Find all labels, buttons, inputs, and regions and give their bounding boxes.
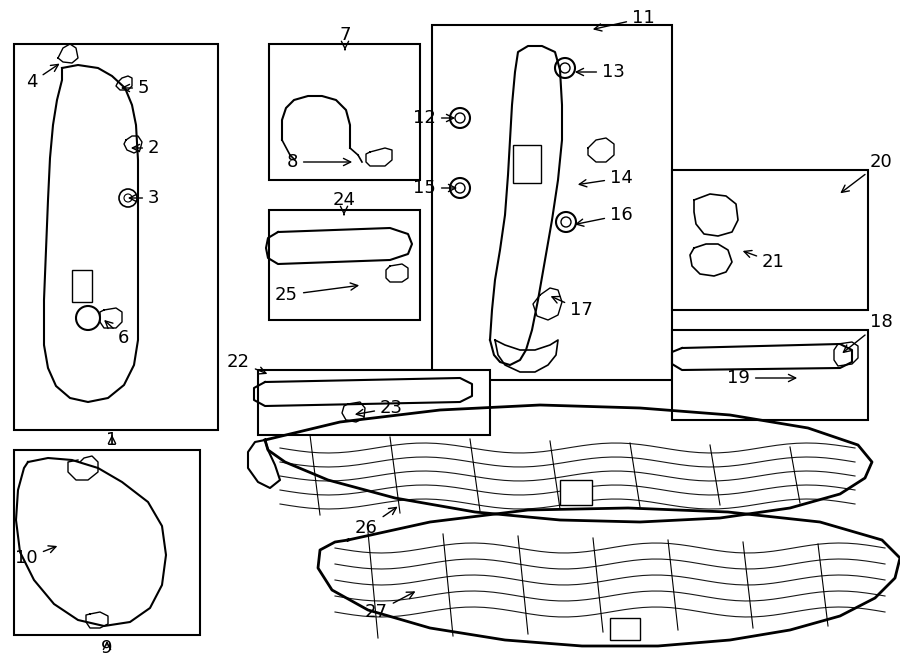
Text: 10: 10 bbox=[15, 546, 56, 567]
Text: 22: 22 bbox=[227, 353, 266, 374]
Text: 11: 11 bbox=[594, 9, 655, 31]
Bar bbox=[72, 270, 92, 302]
Bar bbox=[14, 450, 200, 635]
Bar bbox=[14, 44, 218, 430]
Text: 6: 6 bbox=[105, 321, 130, 347]
Text: 1: 1 bbox=[106, 431, 118, 449]
Text: 25: 25 bbox=[275, 283, 357, 304]
Text: 5: 5 bbox=[122, 79, 149, 97]
Text: 18: 18 bbox=[843, 313, 893, 352]
Bar bbox=[269, 210, 420, 320]
Text: 24: 24 bbox=[332, 191, 356, 215]
Text: 15: 15 bbox=[413, 179, 455, 197]
Bar bbox=[258, 370, 490, 435]
Bar bbox=[269, 44, 420, 180]
Bar bbox=[560, 480, 592, 505]
Text: 7: 7 bbox=[339, 26, 351, 50]
Bar bbox=[513, 145, 541, 183]
Bar bbox=[672, 330, 868, 420]
Text: 3: 3 bbox=[130, 189, 159, 207]
Text: 8: 8 bbox=[286, 153, 351, 171]
Text: 26: 26 bbox=[356, 508, 396, 537]
Bar bbox=[610, 618, 640, 640]
Text: 9: 9 bbox=[101, 639, 112, 657]
Text: 2: 2 bbox=[132, 139, 159, 157]
Text: 17: 17 bbox=[552, 296, 593, 319]
Text: 20: 20 bbox=[842, 153, 893, 192]
Bar bbox=[672, 170, 868, 310]
Bar bbox=[432, 25, 672, 380]
Text: 12: 12 bbox=[413, 109, 454, 127]
Text: 21: 21 bbox=[744, 251, 785, 271]
Text: 23: 23 bbox=[356, 399, 403, 417]
Text: 4: 4 bbox=[26, 64, 59, 91]
Text: 19: 19 bbox=[727, 369, 796, 387]
Text: 16: 16 bbox=[576, 206, 633, 226]
Text: 27: 27 bbox=[365, 592, 414, 621]
Text: 13: 13 bbox=[576, 63, 625, 81]
Text: 14: 14 bbox=[580, 169, 633, 187]
